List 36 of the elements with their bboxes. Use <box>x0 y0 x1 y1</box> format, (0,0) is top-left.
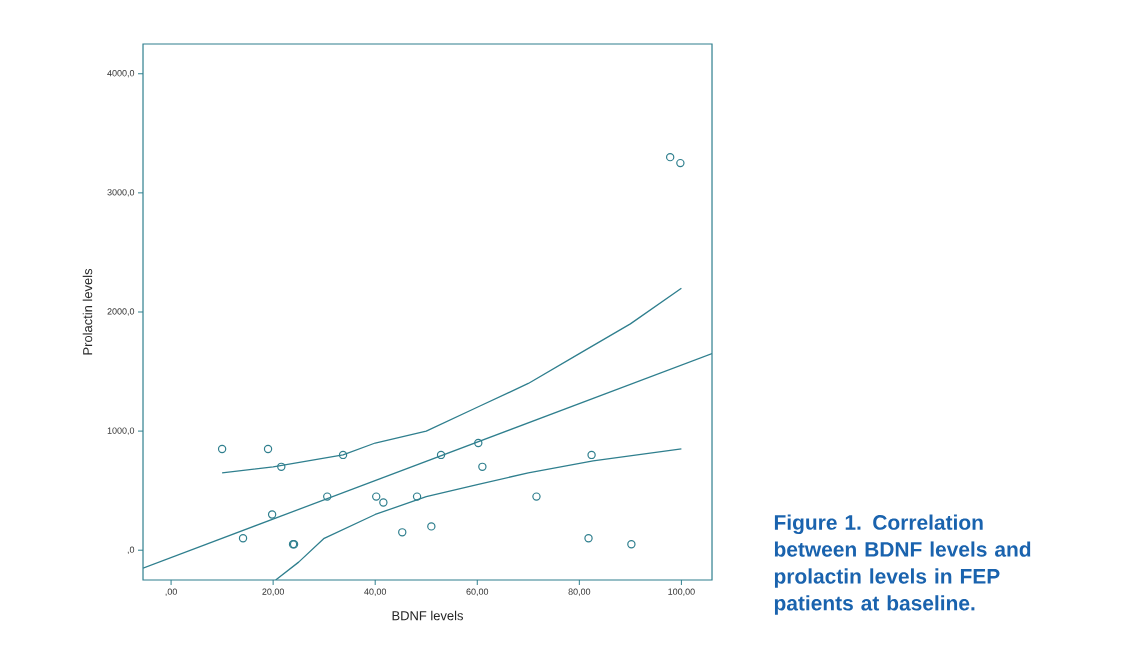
y-tick-label: 4000,0 <box>107 70 135 78</box>
x-tick-label: 40,00 <box>364 588 387 596</box>
y-tick-label: 1000,0 <box>107 427 135 435</box>
point <box>217 444 227 454</box>
x-tick-label: 20,00 <box>262 588 285 596</box>
x-tick-label: 100,00 <box>668 588 695 596</box>
point <box>587 450 596 460</box>
x-tick-label: 60,00 <box>466 588 489 596</box>
point <box>532 492 541 501</box>
point <box>379 498 388 507</box>
x-axis-title: BDNF levels <box>392 610 464 621</box>
y-tick-label: ,0 <box>127 546 135 554</box>
line-series <box>221 287 683 474</box>
point <box>263 444 273 454</box>
point <box>436 450 446 460</box>
y-axis-title: Prolactin levels <box>82 268 93 355</box>
point <box>474 438 483 448</box>
point <box>277 462 286 472</box>
point <box>238 534 248 543</box>
y-tick-label: 2000,0 <box>107 308 135 316</box>
point <box>323 492 332 501</box>
point <box>584 534 593 543</box>
point <box>478 462 487 472</box>
point <box>427 522 436 531</box>
point <box>665 152 675 162</box>
x-tick-label: 80,00 <box>568 588 591 596</box>
point <box>398 528 407 537</box>
point <box>338 450 348 460</box>
point <box>627 540 636 549</box>
point <box>412 492 422 501</box>
caption: Figure 1. Correlation between BDNF levels and prolactin levels in FEP patients at baseline. <box>774 514 1031 615</box>
point <box>676 158 685 168</box>
point <box>267 510 277 519</box>
x-tick-label: ,00 <box>165 588 177 596</box>
y-tick-label: 3000,0 <box>107 189 135 197</box>
point <box>372 492 381 501</box>
